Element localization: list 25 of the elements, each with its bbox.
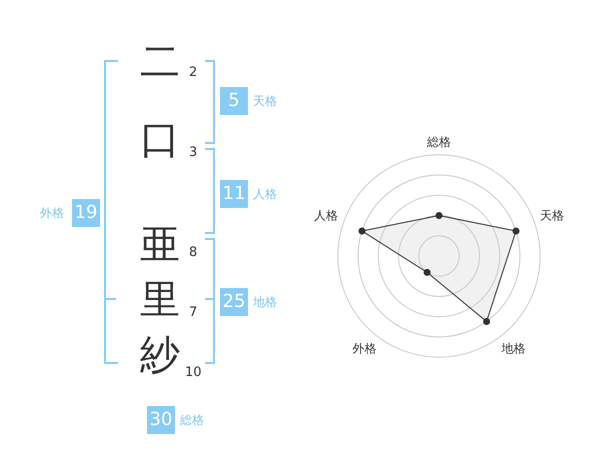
text: 10 [185, 365, 202, 380]
text: 25 [220, 288, 248, 316]
spoke-label: 人格 [314, 208, 338, 222]
category-label: 口 [139, 116, 181, 165]
text: 地格 [253, 294, 277, 311]
text: 2 [189, 65, 198, 80]
spoke-label: 地格 [500, 341, 526, 356]
category-label: 二 [139, 38, 181, 87]
text: 8 [189, 245, 198, 260]
category-label: 里 [139, 276, 181, 325]
text: 30 [147, 406, 175, 434]
text: 人格 [253, 186, 277, 203]
spoke-label: 総格 [426, 134, 451, 149]
text: 5 [220, 87, 248, 115]
spoke-label: 天格 [540, 208, 564, 222]
category-label: 亜 [139, 221, 181, 270]
text: 19 [72, 199, 100, 227]
text: 総格 [180, 412, 204, 429]
text: 天格 [253, 93, 277, 110]
text: 11 [220, 180, 248, 208]
spoke-label: 外格 [352, 341, 377, 356]
text: 外格 [40, 205, 64, 222]
text: 3 [189, 145, 198, 160]
category-label: 紗 [139, 331, 181, 380]
text: 7 [189, 305, 198, 320]
